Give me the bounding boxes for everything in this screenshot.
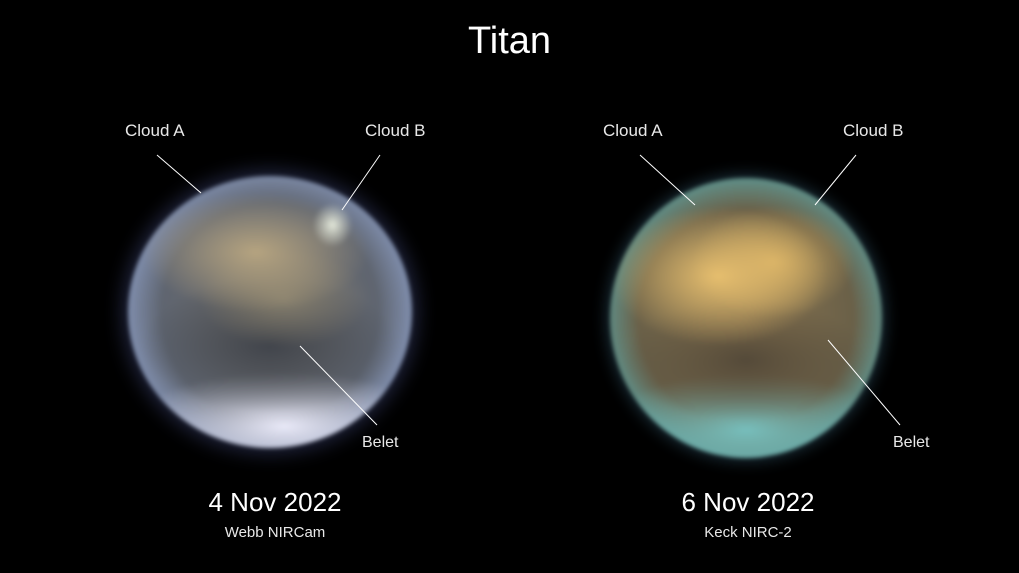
label-cloud-a-right: Cloud A [603,121,663,140]
label-cloud-b-left: Cloud B [365,121,426,140]
titan-image-keck [610,178,882,458]
pointer-line-belet-right [827,339,901,426]
label-cloud-b-right: Cloud B [843,121,904,140]
label-cloud-a-left: Cloud A [125,121,185,140]
label-belet-left: Belet [362,434,399,451]
pointer-line-belet-left [299,345,378,426]
pointer-line-cloud-a-right [639,154,696,206]
date-left: 4 Nov 2022 [208,487,342,517]
instrument-right: Keck NIRC-2 [704,524,792,541]
page-title: Titan [467,20,552,62]
label-belet-right: Belet [893,434,930,451]
pointer-line-cloud-b-right [814,154,857,206]
date-right: 6 Nov 2022 [681,487,815,517]
pointer-line-cloud-a-left [156,154,202,194]
pointer-line-cloud-b-left [341,154,381,211]
titan-image-webb [128,176,412,448]
instrument-left: Webb NIRCam [224,524,326,541]
